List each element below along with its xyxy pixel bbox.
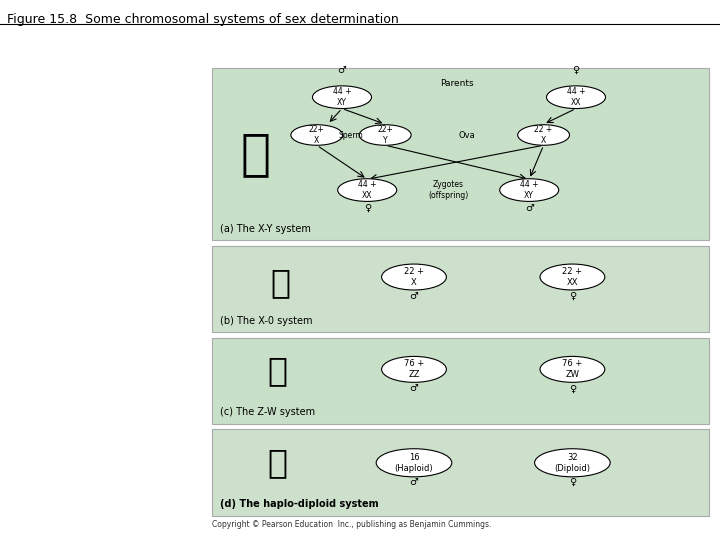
Text: 32
(Diploid): 32 (Diploid) (554, 453, 590, 473)
Ellipse shape (338, 179, 397, 201)
Ellipse shape (540, 356, 605, 382)
Text: ♀: ♀ (569, 291, 576, 301)
Text: (a) The X-Y system: (a) The X-Y system (220, 224, 310, 234)
Ellipse shape (500, 179, 559, 201)
Text: 22+
Y: 22+ Y (377, 125, 393, 145)
Text: 🐓: 🐓 (267, 354, 287, 388)
Ellipse shape (546, 86, 606, 109)
Text: 22+
X: 22+ X (309, 125, 325, 145)
Text: ♂: ♂ (410, 291, 418, 301)
Ellipse shape (359, 125, 411, 145)
FancyBboxPatch shape (212, 68, 709, 240)
Ellipse shape (376, 449, 452, 477)
Text: Parents: Parents (441, 79, 474, 88)
Text: 44 +
XX: 44 + XX (567, 87, 585, 107)
Text: 🦗: 🦗 (271, 266, 291, 299)
Text: 🐝: 🐝 (267, 446, 287, 480)
Text: ♂: ♂ (410, 477, 418, 487)
Text: 22 +
XX: 22 + XX (562, 267, 582, 287)
Text: Copyright © Pearson Education  Inc., publishing as Benjamin Cummings.: Copyright © Pearson Education Inc., publ… (212, 520, 492, 529)
Text: (c) The Z-W system: (c) The Z-W system (220, 407, 315, 417)
Ellipse shape (518, 125, 570, 145)
FancyBboxPatch shape (212, 338, 709, 424)
Text: 22 +
X: 22 + X (404, 267, 424, 287)
Text: ♀: ♀ (572, 64, 580, 75)
Ellipse shape (382, 356, 446, 382)
Text: Ova: Ova (458, 131, 475, 139)
Text: ♀: ♀ (364, 203, 371, 213)
Ellipse shape (312, 86, 372, 109)
Text: ♂: ♂ (410, 383, 418, 394)
Text: 44 +
XX: 44 + XX (358, 180, 377, 200)
Text: 🧍: 🧍 (240, 130, 271, 178)
Text: Zygotes
(offspring): Zygotes (offspring) (428, 180, 469, 200)
Text: ♀: ♀ (569, 383, 576, 394)
Text: 44 +
XY: 44 + XY (520, 180, 539, 200)
Text: Figure 15.8  Some chromosomal systems of sex determination: Figure 15.8 Some chromosomal systems of … (7, 14, 399, 26)
Ellipse shape (540, 264, 605, 290)
Text: ♂: ♂ (338, 64, 346, 75)
Text: 22 +
X: 22 + X (534, 125, 553, 145)
Text: Sperm: Sperm (338, 131, 363, 139)
Text: (b) The X-0 system: (b) The X-0 system (220, 315, 312, 326)
FancyBboxPatch shape (220, 84, 302, 230)
FancyBboxPatch shape (212, 429, 709, 516)
Text: 16
(Haploid): 16 (Haploid) (395, 453, 433, 473)
Text: ♀: ♀ (569, 477, 576, 487)
Text: 44 +
XY: 44 + XY (333, 87, 351, 107)
Ellipse shape (382, 264, 446, 290)
Text: (d) The haplo-diploid system: (d) The haplo-diploid system (220, 499, 378, 509)
Text: 76 +
ZW: 76 + ZW (562, 359, 582, 380)
Text: ♂: ♂ (525, 203, 534, 213)
Text: 76 +
ZZ: 76 + ZZ (404, 359, 424, 380)
Ellipse shape (534, 449, 610, 477)
FancyBboxPatch shape (212, 246, 709, 332)
Ellipse shape (291, 125, 343, 145)
